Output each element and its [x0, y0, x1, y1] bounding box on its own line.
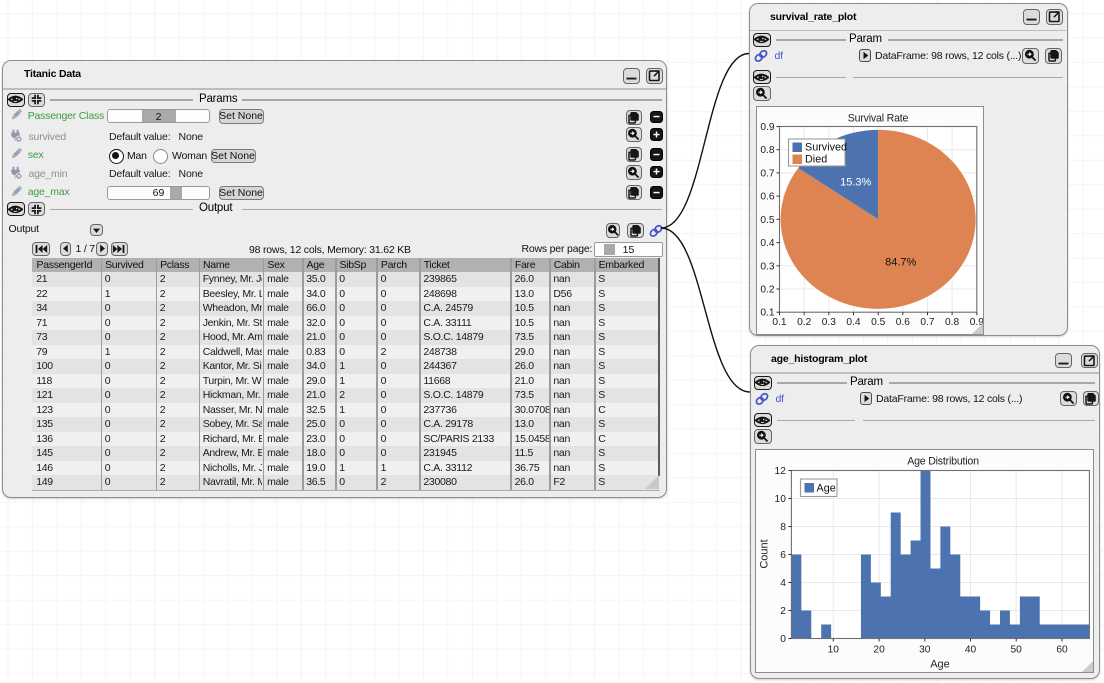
svg-text:50: 50: [1011, 644, 1023, 655]
svg-text:Count: Count: [759, 539, 771, 568]
svg-text:0.5: 0.5: [871, 317, 885, 328]
svg-text:0.1: 0.1: [772, 317, 786, 328]
svg-text:Age Distribution: Age Distribution: [907, 455, 979, 467]
svg-text:Survival Rate: Survival Rate: [847, 112, 908, 124]
svg-text:4: 4: [780, 578, 786, 589]
svg-text:20: 20: [873, 644, 885, 655]
svg-text:84.7%: 84.7%: [885, 256, 916, 268]
svg-text:6: 6: [780, 550, 786, 561]
svg-text:15.3%: 15.3%: [840, 176, 871, 188]
svg-text:0.6: 0.6: [895, 317, 909, 328]
svg-text:0.7: 0.7: [760, 168, 774, 179]
svg-text:30: 30: [919, 644, 931, 655]
svg-text:10: 10: [828, 644, 840, 655]
svg-text:0.6: 0.6: [760, 191, 774, 202]
svg-text:0.5: 0.5: [760, 214, 774, 225]
svg-text:12: 12: [775, 466, 787, 477]
svg-text:0.9: 0.9: [760, 122, 774, 133]
svg-text:Survived: Survived: [805, 141, 847, 153]
svg-text:0.4: 0.4: [760, 238, 774, 249]
svg-text:0.2: 0.2: [760, 284, 774, 295]
svg-text:60: 60: [1056, 644, 1068, 655]
svg-text:0.4: 0.4: [846, 317, 860, 328]
svg-text:0.8: 0.8: [945, 317, 959, 328]
svg-text:0.1: 0.1: [760, 307, 774, 318]
svg-text:Age: Age: [930, 658, 950, 670]
svg-text:40: 40: [965, 644, 977, 655]
svg-text:0.8: 0.8: [760, 145, 774, 156]
svg-text:0.2: 0.2: [797, 317, 811, 328]
svg-text:10: 10: [775, 494, 787, 505]
svg-text:0.7: 0.7: [920, 317, 934, 328]
svg-text:8: 8: [780, 522, 786, 533]
svg-text:0.3: 0.3: [760, 261, 774, 272]
svg-text:2: 2: [780, 606, 786, 617]
svg-text:0.3: 0.3: [821, 317, 835, 328]
svg-text:0.9: 0.9: [969, 317, 982, 328]
svg-text:Died: Died: [805, 153, 827, 165]
svg-text:Age: Age: [817, 482, 836, 494]
svg-text:0: 0: [780, 634, 786, 645]
